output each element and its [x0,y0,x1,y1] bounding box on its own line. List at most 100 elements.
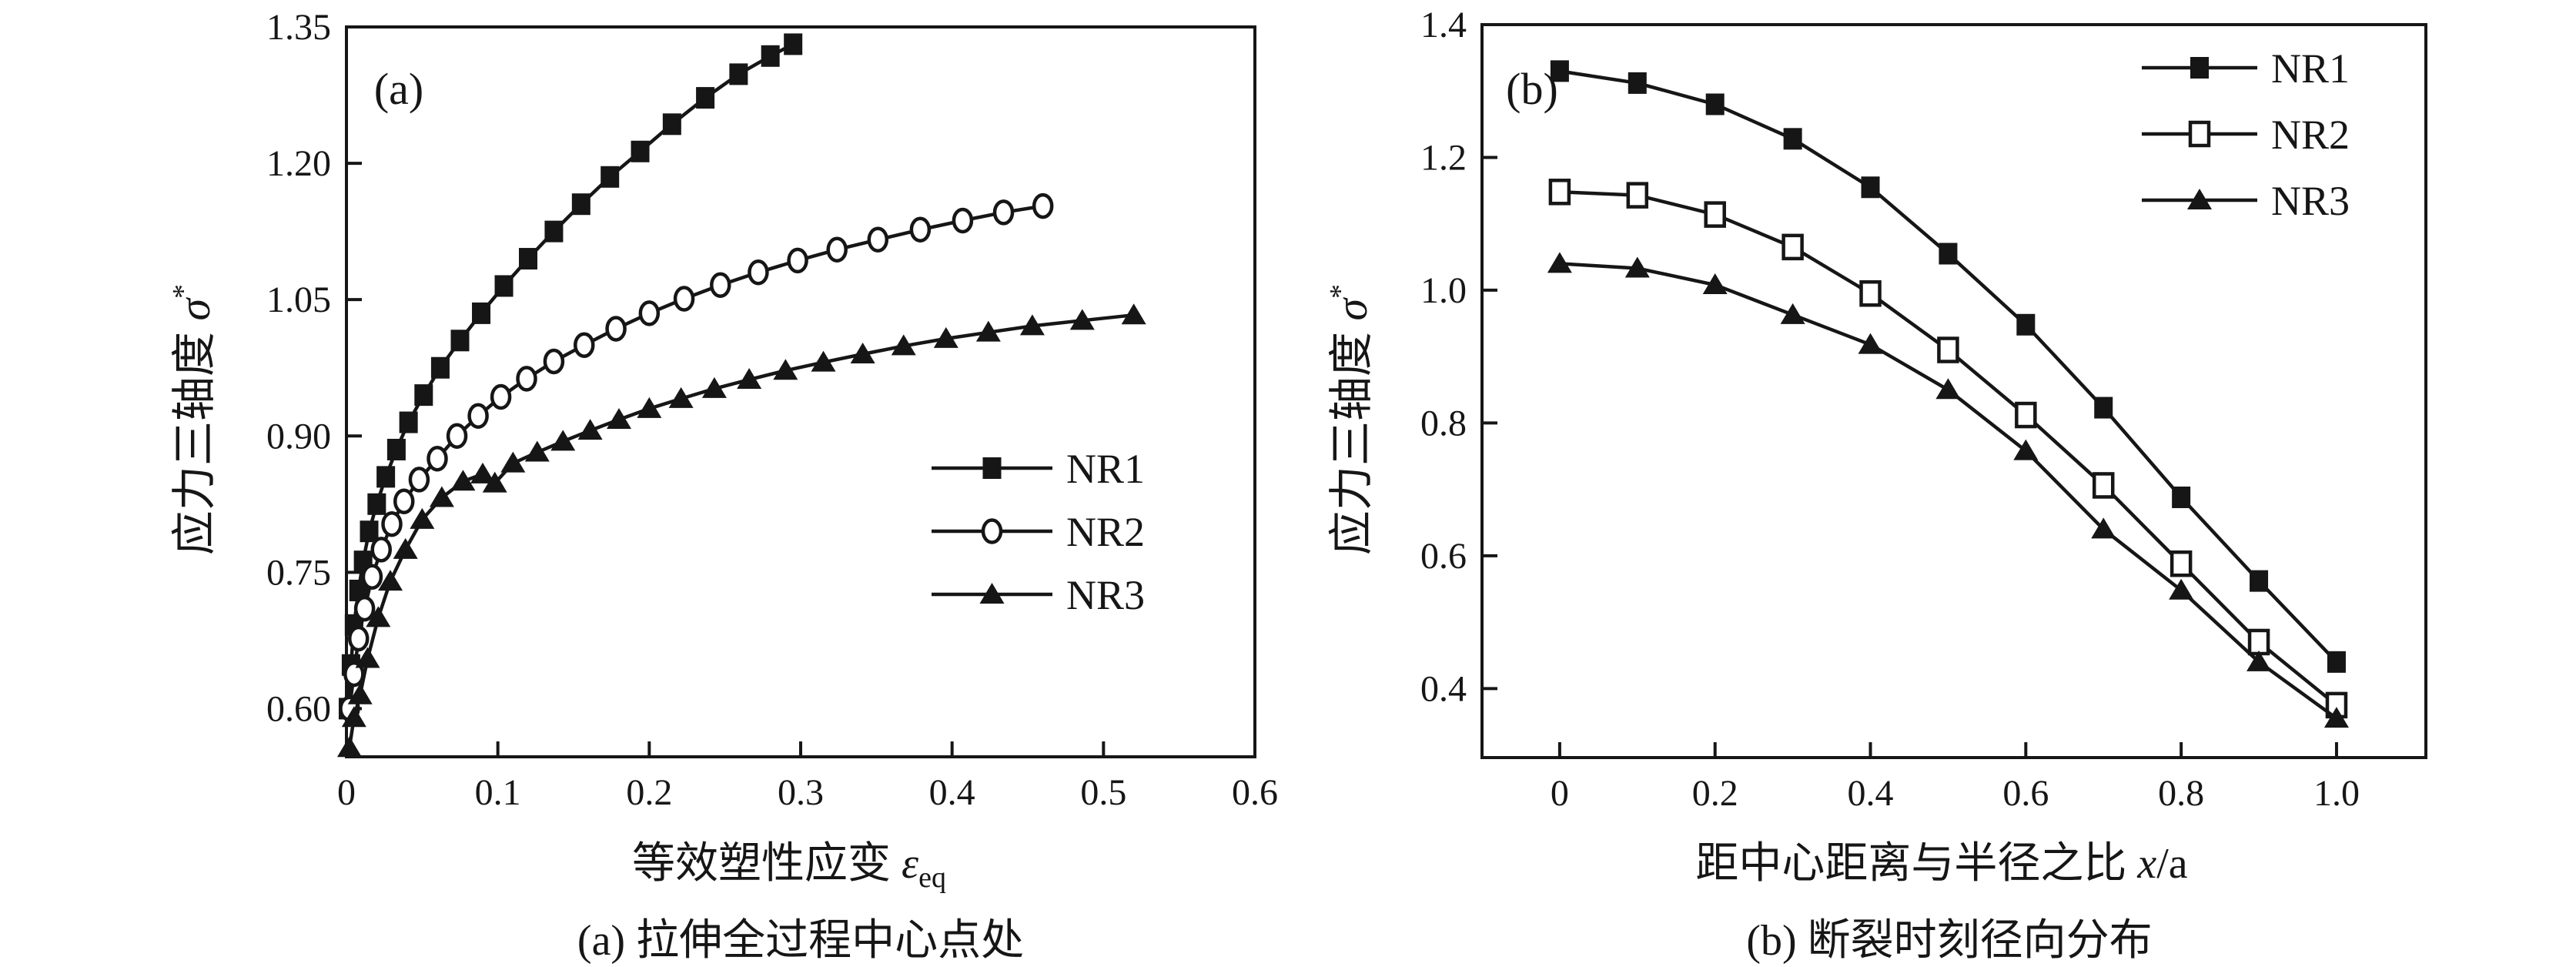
series-NR3-marker [811,350,836,372]
series-NR1-marker [519,248,537,270]
series-NR3-marker [470,462,495,484]
x-tick-label: 1.0 [2313,773,2360,814]
series-NR2-marker [2170,550,2193,577]
series-NR3-marker [1069,309,1095,330]
series-NR1-line [346,42,795,709]
y-tick-label: 0.4 [1420,668,1467,709]
y-tick-label: 1.0 [1420,270,1467,311]
series-NR3-marker [1121,303,1146,325]
series-NR3-marker [2091,517,2116,539]
legend: NR1 NR2 NR3 [2142,45,2350,224]
series-NR1-marker [2016,313,2036,336]
x-tick-label: 0.6 [2002,773,2049,814]
y-tick-label: 0.75 [266,552,331,593]
series-NR2-marker [361,564,383,590]
series-NR3-marker [355,647,380,668]
y-tick-label: 1.35 [266,7,331,48]
panel-b-y-axis-title: 应力三轴度 σ* [1324,284,1377,555]
series-NR1-marker [2327,651,2346,673]
series-NR3-marker [1702,273,1728,295]
y-tick-label: 1.4 [1420,5,1467,45]
series-NR2-marker [748,259,769,286]
legend-item-NR3: NR3 [932,572,1145,618]
panel-a-plot-area: 0 0.1 0.2 0.3 0.4 0.5 0.6 0.60 0.75 0.90 1.05 1.20 1… [266,7,1278,813]
series-NR3-marker [410,507,435,529]
series-NR2-marker [1032,192,1054,219]
series-NR3-marker [500,451,526,473]
series-NR2 [1548,179,2348,719]
series-NR3-marker [850,343,875,364]
series-NR3-marker [1780,303,1805,324]
series-NR1 [338,33,803,720]
series-NR1-marker [360,520,379,543]
series-NR3-marker [2246,650,2272,671]
series-NR2-marker [638,300,661,326]
series-NR1-marker [2250,570,2269,592]
series-NR2-marker [427,446,448,472]
series-NR3-marker [347,683,373,704]
series-NR1-marker [696,87,715,109]
series-NR3-marker [668,386,694,408]
legend-item-NR1: NR1 [932,446,1145,492]
series-NR1-marker [662,113,681,136]
series-NR3-marker [1624,256,1650,278]
panel-a-x-axis-title: 等效塑性应变 εeq [632,840,946,894]
series-NR2-marker [543,348,565,375]
series-NR1-marker [450,330,470,352]
series-NR1-marker [472,302,491,324]
legend-marker-NR3 [2187,189,2212,209]
series-NR1-marker [399,411,418,433]
series-NR2-marker [2092,472,2115,499]
legend-marker-NR1 [982,457,1002,479]
y-tick-label: 1.05 [266,279,331,320]
series-NR1-marker [784,33,803,55]
legend-marker-NR2 [2188,120,2211,148]
series-NR3-marker [2169,578,2194,600]
panel-b-x-axis-title: 距中心距离与半径之比 x/a [1695,840,2187,888]
panel-b-plot-area: 0 0.2 0.4 0.6 0.8 1.0 0.4 0.6 0.8 1.0 1.2 1.4 NR1 NR2… [1420,5,2427,814]
legend-label: NR2 [1066,509,1145,555]
series-NR1-marker [1705,93,1725,115]
x-tick-label: 0.2 [1692,773,1738,814]
series-NR3 [1547,252,2349,728]
series-NR3-marker [701,376,727,398]
series-NR3-marker [637,397,662,418]
series-NR3-marker [737,368,762,390]
series-NR1 [1550,60,2346,673]
series-NR1-marker [1939,243,1958,265]
series-NR2-marker [867,226,889,253]
x-tick-label: 0.6 [1232,772,1278,813]
series-NR3-marker [1019,314,1045,336]
series-NR1-marker [631,140,650,162]
y-tick-label: 0.90 [266,416,331,457]
series-NR1-marker [386,438,406,460]
panel-a-chart: 0 0.1 0.2 0.3 0.4 0.5 0.6 0.60 0.75 0.90 1.05 1.20 1… [167,7,1278,965]
series-NR2-marker [574,332,595,358]
legend-marker-NR1 [2190,57,2209,79]
series-NR1-marker [729,63,748,85]
series-NR2-marker [2247,628,2270,656]
series-NR3-marker [429,486,454,507]
series-NR3 [336,303,1146,758]
legend-label: NR2 [2271,112,2350,158]
y-tick-label: 1.20 [266,143,331,184]
series-NR3-marker [773,359,798,380]
series-NR1-line [1559,69,2338,664]
series-NR2-marker [826,236,848,263]
legend-label: NR3 [2271,178,2350,224]
x-tick-label: 0.2 [626,772,672,813]
x-tick-label: 0.1 [475,772,521,813]
series-NR2-marker [992,199,1015,226]
panel-a-y-axis-title: 应力三轴度 σ* [167,284,219,555]
series-NR2-marker [952,207,974,234]
series-NR3-marker [341,706,366,728]
series-NR2-marker [909,216,932,243]
x-tick-label: 0.8 [2158,773,2204,814]
series-NR1-marker [2172,486,2191,508]
legend-label: NR1 [1066,446,1145,492]
series-NR2-marker [347,625,370,652]
series-NR2-marker [1704,201,1726,228]
series-NR1-marker [2094,397,2113,419]
series-NR3-marker [378,570,403,591]
series-NR1-marker [761,45,780,67]
